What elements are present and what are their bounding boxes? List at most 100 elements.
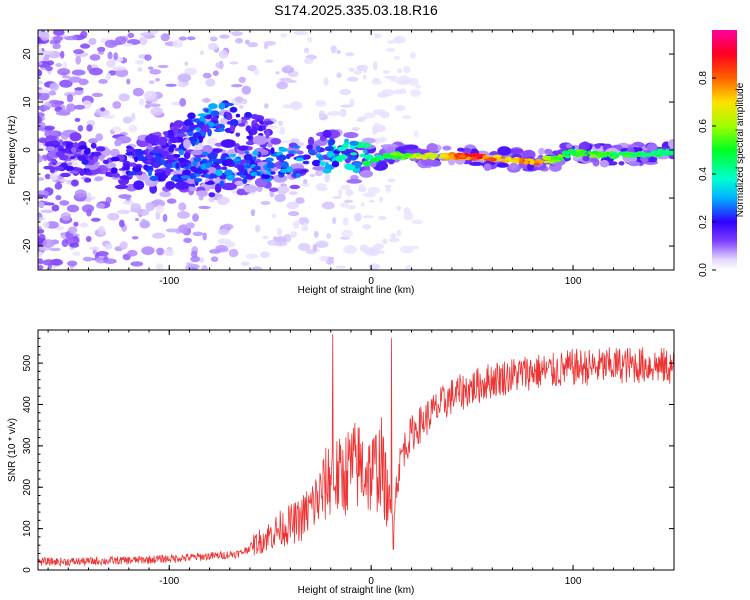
heatmap-ridge-core [292,145,301,149]
heatmap-ridge-core [135,148,143,153]
heatmap-speckle [39,105,51,111]
heatmap-speckle [241,261,250,267]
heatmap-speckle [362,74,367,80]
heatmap-ridge-core [337,146,347,151]
heatmap-speckle [135,218,139,221]
heatmap-speckle [275,186,290,194]
heatmap-speckle [395,36,401,45]
heatmap-ridge-core [572,152,580,156]
heatmap-ridge-halo [190,149,203,156]
heatmap-speckle [96,251,109,257]
heatmap-speckle [295,197,305,204]
heatmap-speckle [284,64,292,71]
heatmap-ridge-halo [245,140,255,146]
heatmap-ridge-core [470,158,478,161]
heatmap-branch-blob [241,119,247,124]
heatmap-ridge-halo [402,144,419,150]
heatmap-ridge-core [394,152,399,156]
heatmap-speckle [74,117,81,122]
heatmap-speckle [408,77,419,87]
heatmap-speckle [394,105,406,112]
heatmap-speckle [74,104,85,110]
heatmap-speckle [241,85,251,95]
heatmap-speckle [303,57,314,65]
heatmap-ridge-core [242,168,248,174]
heatmap-speckle [38,226,42,230]
heatmap-speckle [162,213,168,223]
heatmap-ridge-halo [628,161,641,167]
heatmap-ridge-core [112,173,121,178]
heatmap-speckle [97,51,105,55]
heatmap-speckle [66,204,80,213]
heatmap-speckle [351,127,360,131]
heatmap-speckle [207,42,219,51]
heatmap-speckle [139,98,145,106]
heatmap-ridge-halo [214,183,222,194]
heatmap-ridge-core [65,143,72,149]
heatmap-branch-blob [204,108,209,113]
heatmap-branch-blob [209,110,220,117]
heatmap-ridge-halo [322,129,332,138]
heatmap-speckle [130,203,142,212]
heatmap-branch-blob [173,126,179,135]
heatmap-speckle [348,67,355,72]
heatmap-speckle [104,39,118,48]
heatmap-speckle [356,118,365,122]
colorbar-ticks: 0.0 0.2 0.4 0.6 0.8 [698,71,716,277]
heatmap-speckle [278,120,283,127]
heatmap-ridge-core [311,159,322,167]
heatmap-ridge-halo [242,184,258,193]
heatmap-ridge-halo [70,179,79,187]
heatmap-ridge-core [149,175,159,181]
heatmap-speckle [51,204,60,212]
heatmap-speckle [38,258,44,265]
heatmap-ridge-halo [238,159,250,165]
heatmap-speckle [157,64,169,69]
heatmap-branch-blob [191,139,196,147]
heatmap-ridge-core [322,168,332,174]
heatmap-ridge-halo [346,178,363,184]
heatmap-speckle [255,224,261,233]
heatmap-speckle [343,199,354,203]
heatmap-ridge-halo [164,166,171,177]
snr-y-tick-label: 300 [22,437,33,454]
heatmap-speckle [363,112,376,119]
heatmap-ridge-halo [133,180,145,191]
heatmap-speckle [177,211,190,219]
heatmap-ridge-halo [174,181,190,190]
heatmap-ridge-core [651,152,658,156]
heatmap-speckle [155,77,160,82]
heatmap-speckle [159,191,172,198]
heatmap-ridge-halo [469,161,484,166]
heatmap-ridge-core [529,160,535,165]
heatmap-branch-blob [224,102,234,107]
heatmap-speckle [218,50,229,59]
heatmap-speckle [68,226,78,234]
heatmap-speckle [61,75,71,79]
heatmap-speckle [282,104,292,109]
heatmap-ridge-core [51,140,59,145]
heatmap-ridge-halo [234,180,245,186]
heatmap-ridge-core [370,158,379,163]
heatmap-ridge-core [240,174,247,178]
heatmap-speckle [302,179,308,184]
heatmap-ridge-core [174,178,184,183]
heatmap-speckle [345,189,354,197]
heatmap-speckle [222,223,234,230]
heatmap-speckle [186,36,196,41]
heatmap-speckle [215,244,228,252]
heatmap-speckle [86,192,92,200]
heatmap-speckle [104,243,113,250]
heatmap-speckle [354,70,362,75]
heatmap-speckle [49,247,61,252]
heatmap-ridge-core [306,144,313,150]
heatmap-speckle [415,84,422,89]
heatmap-speckle [315,240,329,249]
heatmap-ridge-core [270,147,275,155]
heatmap-speckle [62,61,67,70]
heatmap-ridge-core [54,166,64,171]
heatmap-speckle [38,228,45,234]
heatmap-speckle [42,239,55,248]
heatmap-branch-blob [183,119,192,126]
